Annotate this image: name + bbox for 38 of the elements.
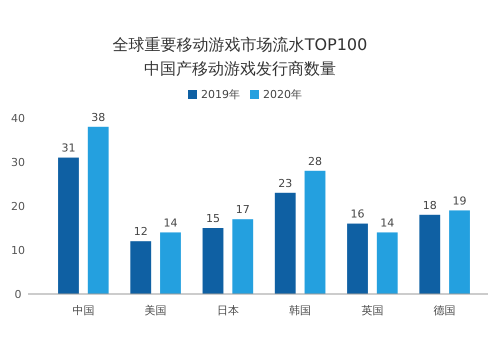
- y-tick-label: 10: [11, 244, 25, 257]
- y-tick-label: 30: [11, 156, 25, 169]
- bar: [376, 232, 398, 294]
- data-label: 31: [61, 142, 76, 155]
- bar: [160, 232, 181, 294]
- x-tick-label: 日本: [216, 304, 239, 317]
- bar: [304, 170, 326, 294]
- data-label: 18: [422, 198, 437, 212]
- data-label: 17: [236, 203, 250, 216]
- data-label: 12: [134, 225, 148, 238]
- data-label: 19: [452, 194, 467, 208]
- bar: [58, 158, 79, 294]
- data-label: 14: [163, 216, 178, 230]
- legend-label: 2019年: [201, 88, 240, 101]
- bar: [419, 214, 440, 294]
- y-tick-label: 40: [11, 112, 25, 125]
- data-label: 23: [278, 176, 292, 190]
- bar: [88, 126, 109, 294]
- x-tick-label: 中国: [72, 304, 94, 317]
- x-tick-label: 韩国: [289, 304, 312, 317]
- bar: [130, 241, 152, 294]
- bar: [274, 192, 296, 294]
- y-tick-label: 20: [11, 200, 25, 213]
- y-tick-label: 0: [14, 288, 22, 301]
- bar: [202, 228, 224, 294]
- legend-label: 2020年: [263, 88, 302, 101]
- x-tick-label: 美国: [144, 304, 167, 317]
- data-label: 28: [308, 154, 322, 168]
- chart-title: 全球重要移动游戏市场流水TOP100中国产移动游戏发行商数量: [112, 35, 368, 78]
- bar: [449, 210, 470, 294]
- bar: [347, 224, 368, 294]
- x-tick-label: 德国: [434, 304, 456, 317]
- bar: [232, 219, 254, 294]
- data-label: 16: [350, 208, 365, 221]
- data-label: 15: [206, 212, 220, 225]
- x-tick-label: 英国: [361, 304, 384, 317]
- data-label: 38: [91, 110, 106, 124]
- data-label: 14: [380, 216, 394, 230]
